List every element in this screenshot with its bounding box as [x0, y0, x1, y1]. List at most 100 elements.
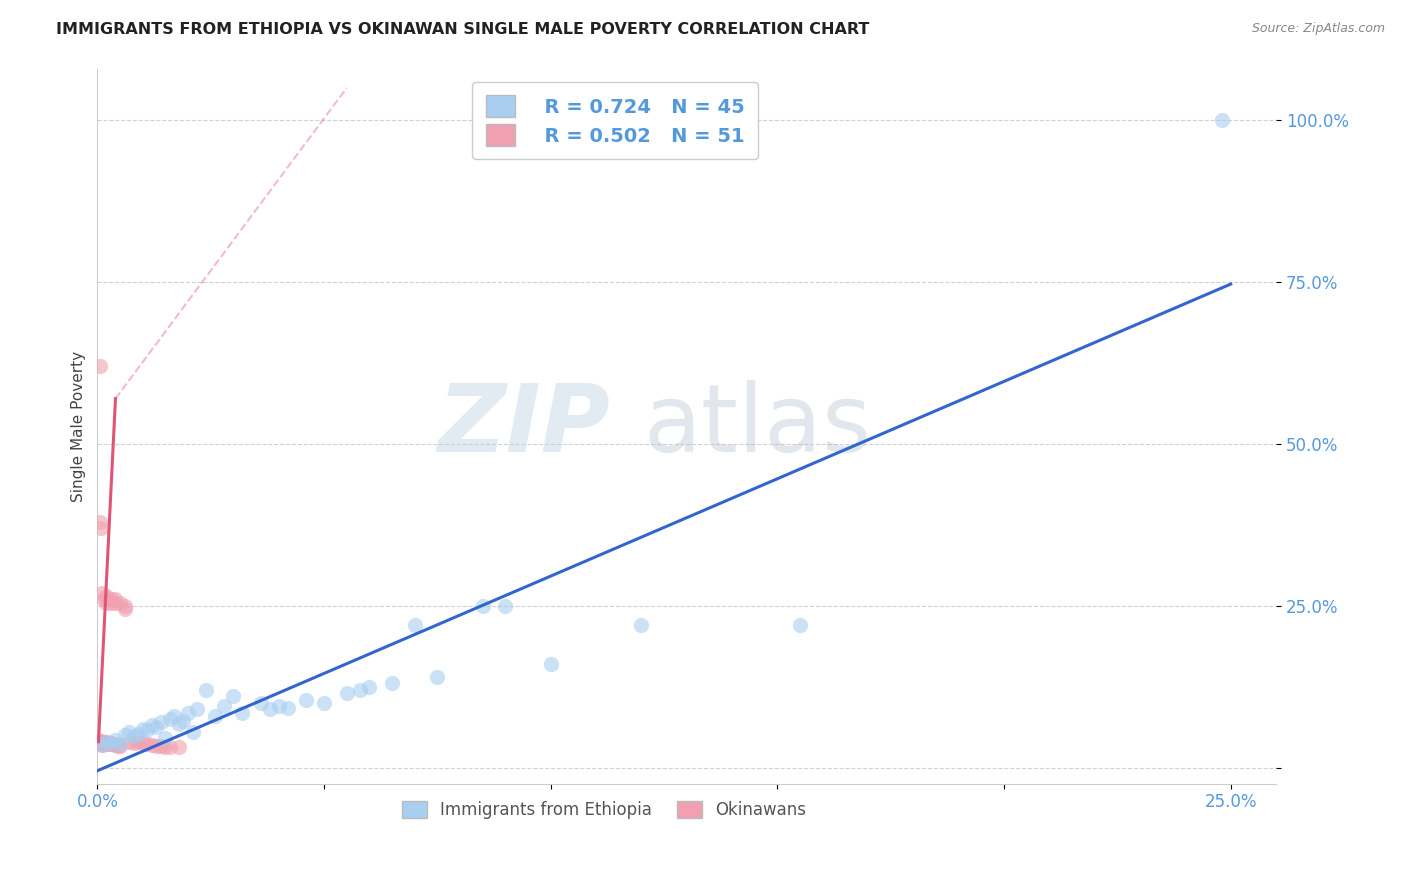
Point: [167, 740, 190, 755]
Point: [104, 592, 127, 607]
Point: [141, 738, 163, 752]
Point: [404, 618, 426, 632]
Point: [104, 733, 127, 747]
Point: [173, 714, 195, 728]
Point: [100, 592, 122, 607]
Point: [87, 734, 110, 748]
Point: [136, 723, 159, 737]
Point: [108, 739, 131, 754]
Point: [312, 696, 335, 710]
Point: [114, 602, 136, 616]
Point: [93, 734, 115, 748]
Point: [136, 737, 159, 751]
Point: [96, 734, 118, 748]
Point: [163, 708, 186, 723]
Point: [155, 739, 177, 754]
Point: [97, 737, 120, 751]
Point: [100, 736, 122, 750]
Point: [90, 736, 112, 750]
Point: [426, 670, 449, 684]
Point: [494, 599, 516, 613]
Point: [145, 739, 167, 753]
Point: [127, 734, 149, 748]
Point: [249, 696, 271, 710]
Point: [181, 725, 204, 739]
Point: [93, 592, 115, 607]
Point: [96, 595, 118, 609]
Point: [100, 736, 122, 750]
Point: [277, 701, 299, 715]
Point: [90, 736, 112, 750]
Point: [97, 736, 120, 750]
Point: [91, 734, 114, 748]
Point: [127, 727, 149, 741]
Point: [167, 716, 190, 731]
Point: [214, 699, 236, 714]
Point: [89, 733, 111, 747]
Point: [381, 676, 404, 690]
Point: [90, 734, 112, 748]
Point: [90, 738, 112, 752]
Point: [89, 359, 111, 374]
Point: [145, 720, 167, 734]
Point: [295, 692, 318, 706]
Point: [103, 737, 125, 751]
Point: [96, 734, 118, 748]
Point: [259, 702, 281, 716]
Point: [118, 734, 141, 748]
Point: [131, 722, 153, 736]
Point: [91, 736, 114, 750]
Point: [96, 737, 118, 751]
Point: [231, 706, 253, 720]
Point: [87, 736, 110, 750]
Point: [93, 737, 115, 751]
Legend: Immigrants from Ethiopia, Okinawans: Immigrants from Ethiopia, Okinawans: [395, 794, 813, 825]
Point: [89, 515, 111, 529]
Point: [155, 731, 177, 746]
Point: [789, 618, 811, 632]
Point: [141, 718, 163, 732]
Point: [195, 682, 218, 697]
Point: [177, 706, 200, 720]
Point: [96, 589, 118, 603]
Text: ZIP: ZIP: [437, 380, 610, 472]
Y-axis label: Single Male Poverty: Single Male Poverty: [72, 351, 86, 501]
Text: atlas: atlas: [644, 380, 872, 472]
Point: [100, 737, 122, 751]
Point: [122, 736, 145, 750]
Point: [1211, 113, 1233, 128]
Point: [630, 618, 652, 632]
Point: [149, 715, 172, 730]
Point: [149, 739, 172, 754]
Point: [108, 595, 131, 609]
Point: [267, 699, 290, 714]
Point: [104, 595, 127, 609]
Point: [349, 682, 371, 697]
Point: [104, 738, 127, 752]
Point: [89, 734, 111, 748]
Point: [186, 702, 208, 716]
Point: [96, 736, 118, 750]
Point: [89, 734, 111, 748]
Point: [108, 737, 131, 751]
Point: [114, 728, 136, 742]
Point: [90, 738, 112, 752]
Point: [114, 599, 136, 613]
Point: [122, 730, 145, 744]
Point: [159, 739, 181, 754]
Point: [90, 586, 112, 600]
Point: [336, 686, 359, 700]
Point: [90, 521, 112, 535]
Point: [89, 736, 111, 750]
Point: [118, 725, 141, 739]
Point: [131, 736, 153, 750]
Point: [540, 657, 562, 671]
Point: [107, 739, 129, 753]
Point: [204, 708, 226, 723]
Point: [100, 595, 122, 609]
Text: Source: ZipAtlas.com: Source: ZipAtlas.com: [1251, 22, 1385, 36]
Point: [93, 736, 115, 750]
Point: [471, 599, 494, 613]
Point: [359, 680, 381, 694]
Text: IMMIGRANTS FROM ETHIOPIA VS OKINAWAN SINGLE MALE POVERTY CORRELATION CHART: IMMIGRANTS FROM ETHIOPIA VS OKINAWAN SIN…: [56, 22, 870, 37]
